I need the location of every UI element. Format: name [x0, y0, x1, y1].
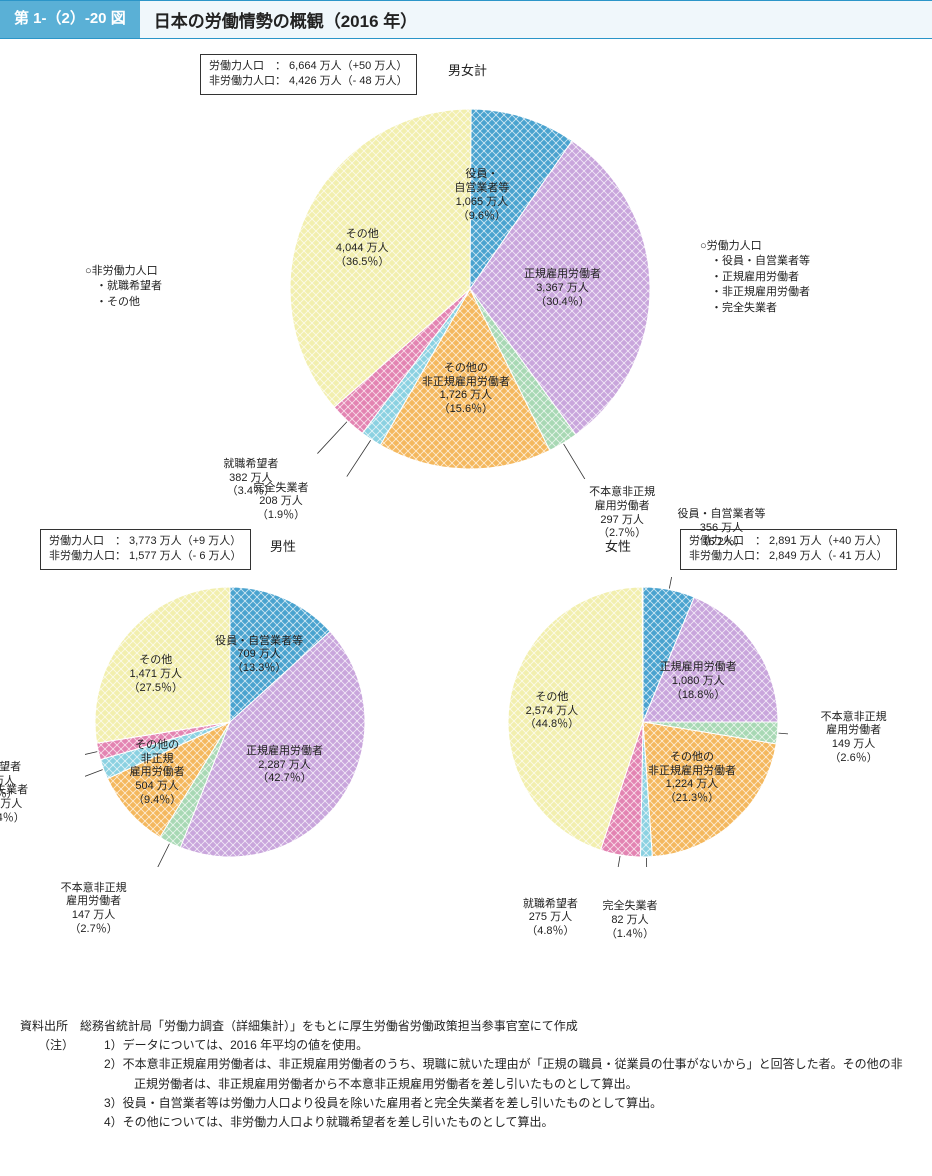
slice-label-other: その他1,471 万人（27.5％）: [129, 654, 183, 695]
slice-label-nonreg: その他の非正規雇用労働者1,224 万人（21.3％）: [648, 751, 736, 806]
slice-label-exec: 役員・自営業者等1,065 万人（9.6％）: [454, 168, 509, 223]
pie-chart-total: [280, 99, 660, 479]
figure-title: 日本の労働情勢の概観（2016 年）: [140, 1, 932, 38]
chart-label-male: 男性: [270, 539, 296, 556]
legend-right: ○労働力人口 ・役員・自営業者等 ・正規雇用労働者 ・非正規雇用労働者 ・完全失…: [700, 239, 810, 316]
slice-label-exec: 役員・自営業者等356 万人（6.2％）: [677, 508, 765, 549]
slice-label-nonreg: その他の非正規雇用労働者1,726 万人（15.6％）: [422, 362, 510, 417]
note-item: 3）役員・自営業者等は労働力人口より役員を除いた雇用者と完全失業者を差し引いたも…: [80, 1094, 912, 1113]
figure-number: 第 1-（2）-20 図: [0, 1, 140, 38]
source-line: 資料出所 総務省統計局「労働力調査（詳細集計）」をもとに厚生労働省労働政策担当参…: [20, 1017, 912, 1036]
slice-label-invol: 不本意非正規雇用労働者147 万人（2.7％）: [61, 882, 127, 937]
stats-box-total: 労働力人口 ： 6,664 万人（+50 万人） 非労働力人口： 4,426 万…: [200, 54, 417, 95]
figure-footer: 資料出所 総務省統計局「労働力調査（詳細集計）」をもとに厚生労働省労働政策担当参…: [0, 1009, 932, 1152]
slice-label-seeker: 就職希望者275 万人（4.8％）: [523, 898, 578, 939]
slice-label-exec: 役員・自営業者等709 万人（13.3％）: [215, 635, 303, 676]
chart-label-total: 男女計: [448, 63, 487, 80]
note-item: 2）不本意非正規雇用労働者は、非正規雇用労働者のうち、現職に就いた理由が「正規の…: [80, 1055, 912, 1093]
notes: （注） 1）データについては、2016 年平均の値を使用。 2）不本意非正規雇用…: [20, 1036, 912, 1132]
slice-label-other: その他4,044 万人（36.5％）: [335, 228, 389, 269]
slice-label-invol: 不本意非正規雇用労働者149 万人（2.6％）: [821, 711, 887, 766]
legend-left: ○非労働力人口 ・就職希望者 ・その他: [85, 264, 162, 310]
slice-label-regular: 正規雇用労働者2,287 万人（42.7％）: [246, 745, 323, 786]
stats-line: 非労働力人口： 1,577 万人（- 6 万人）: [49, 549, 242, 564]
stats-line: 非労働力人口： 4,426 万人（- 48 万人）: [209, 74, 408, 89]
stats-line: 非労働力人口： 2,849 万人（- 41 万人）: [689, 549, 888, 564]
slice-label-seeker: 就職希望者382 万人（3.4％）: [223, 458, 278, 499]
slice-label-regular: 正規雇用労働者3,367 万人（30.4％）: [524, 268, 601, 309]
pie-chart-male: [85, 577, 375, 867]
stats-line: 労働力人口 ： 3,773 万人（+9 万人）: [49, 534, 242, 549]
slice-label-regular: 正規雇用労働者1,080 万人（18.8％）: [660, 661, 737, 702]
note-item: 4）その他については、非労働力人口より就職希望者を差し引いたものとして算出。: [80, 1113, 912, 1132]
slice-label-other: その他2,574 万人（44.8％）: [525, 691, 579, 732]
stats-line: 労働力人口 ： 6,664 万人（+50 万人）: [209, 59, 408, 74]
slice-label-seeker: 就職希望者106 万人（2.0％）: [0, 761, 21, 802]
note-item: 1）データについては、2016 年平均の値を使用。: [80, 1036, 912, 1055]
stats-box-male: 労働力人口 ： 3,773 万人（+9 万人） 非労働力人口： 1,577 万人…: [40, 529, 251, 570]
slice-label-nonreg: その他の非正規雇用労働者504 万人（9.4％）: [130, 739, 185, 808]
chart-gender-area: 労働力人口 ： 3,773 万人（+9 万人） 非労働力人口： 1,577 万人…: [0, 529, 932, 1009]
slice-label-unemp: 完全失業者82 万人（1.4％）: [602, 900, 657, 941]
chart-total-area: 労働力人口 ： 6,664 万人（+50 万人） 非労働力人口： 4,426 万…: [0, 49, 932, 529]
figure-header: 第 1-（2）-20 図 日本の労働情勢の概観（2016 年）: [0, 0, 932, 39]
chart-label-female: 女性: [605, 539, 631, 556]
